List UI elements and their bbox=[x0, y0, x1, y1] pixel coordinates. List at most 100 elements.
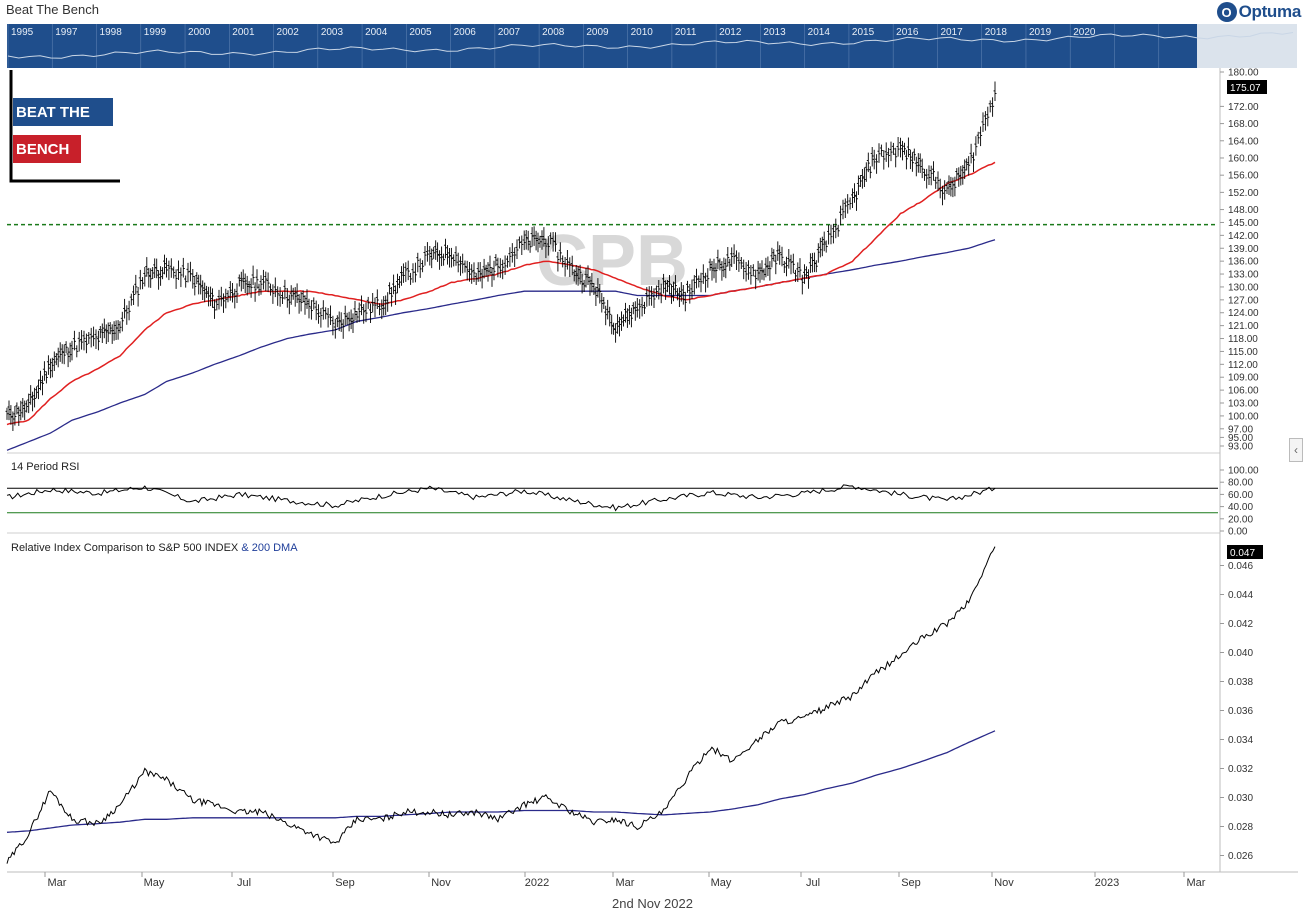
logo-bracket bbox=[9, 70, 120, 183]
price-y-tick-label: 124.00 bbox=[1228, 308, 1259, 319]
overview-year-label: 2016 bbox=[896, 27, 919, 38]
x-tick-label: Nov bbox=[431, 877, 451, 889]
price-panel[interactable]: 180.00 172.00 168.00 164.00 160.00 156.00 152.… bbox=[5, 68, 1268, 453]
price-y-tick-label: 112.00 bbox=[1228, 360, 1258, 371]
x-tick-label: 2023 bbox=[1095, 877, 1119, 889]
overview-year-label: 1998 bbox=[100, 27, 123, 38]
price-y-tick-label: 133.00 bbox=[1228, 270, 1259, 281]
overview-price-line bbox=[7, 32, 1294, 59]
price-y-tick-label: 106.00 bbox=[1228, 386, 1259, 397]
rsi-y-tick-label: 0.00 bbox=[1228, 527, 1248, 538]
overview-year-label: 2018 bbox=[985, 27, 1008, 38]
overview-year-label: 2012 bbox=[719, 27, 742, 38]
x-tick-label: Jul bbox=[806, 877, 820, 889]
price-y-tick-label: 93.00 bbox=[1228, 442, 1253, 453]
price-200dma-line bbox=[6, 239, 996, 451]
price-y-tick-label: 115.00 bbox=[1228, 347, 1258, 358]
rsi-y-tick-label: 100.00 bbox=[1228, 466, 1259, 477]
relative-label-main: Relative Index Comparison to S&P 500 IND… bbox=[11, 542, 239, 554]
price-y-tick-label: 180.00 bbox=[1228, 68, 1259, 79]
overview-year-label: 2013 bbox=[763, 27, 786, 38]
price-last-value: 175.07 bbox=[1230, 83, 1261, 94]
rsi-y-tick-label: 40.00 bbox=[1228, 502, 1253, 513]
overview-year-label: 2000 bbox=[188, 27, 211, 38]
beat-the-bench-logo: BEAT THE BENCH bbox=[9, 70, 120, 183]
x-axis-labels: Mar May Jul Sep Nov 2022 Mar May Jul Sep Nov 2023 Ma… bbox=[44, 872, 1206, 889]
ticker-watermark: CPB bbox=[536, 221, 688, 301]
overview-year-label: 2001 bbox=[232, 27, 255, 38]
rsi-y-tick-label: 60.00 bbox=[1228, 490, 1253, 501]
overview-year-label: 1997 bbox=[55, 27, 78, 38]
optuma-logo-text: Optuma bbox=[1238, 2, 1302, 21]
relative-last-value-badge bbox=[1227, 545, 1263, 559]
relative-label: Relative Index Comparison to S&P 500 IND… bbox=[11, 542, 298, 554]
rsi-panel[interactable]: 14 Period RSI 100.0080.0060.0040.0020.00… bbox=[6, 461, 1259, 538]
overview-year-label: 2006 bbox=[454, 27, 477, 38]
relative-y-tick-label: 0.044 bbox=[1228, 590, 1253, 601]
relative-y-tick-label: 0.046 bbox=[1228, 561, 1253, 572]
relative-last-value: 0.047 bbox=[1230, 548, 1255, 559]
rsi-y-tick-label: 80.00 bbox=[1228, 478, 1253, 489]
logo-line2: BENCH bbox=[16, 141, 69, 158]
overview-year-label: 2005 bbox=[409, 27, 432, 38]
relative-y-tick-label: 0.040 bbox=[1228, 648, 1253, 659]
overview-year-label: 2004 bbox=[365, 27, 388, 38]
price-y-tick-label: 109.00 bbox=[1228, 373, 1259, 384]
price-y-tick-label: 130.00 bbox=[1228, 282, 1259, 293]
x-tick-label: Sep bbox=[335, 877, 355, 889]
relative-y-tick-label: 0.042 bbox=[1228, 619, 1253, 630]
overview-year-label: 2009 bbox=[586, 27, 609, 38]
price-y-tick-label: 168.00 bbox=[1228, 119, 1259, 130]
overview-year-label: 2008 bbox=[542, 27, 565, 38]
price-y-tick-label: 121.00 bbox=[1228, 321, 1259, 332]
rsi-y-tick-label: 20.00 bbox=[1228, 514, 1253, 525]
relative-200dma-line bbox=[6, 730, 996, 833]
overview-year-label: 1999 bbox=[144, 27, 167, 38]
price-y-tick-label: 100.00 bbox=[1228, 411, 1259, 422]
optuma-logo-icon: O bbox=[1216, 2, 1237, 22]
price-y-tick-label: 139.00 bbox=[1228, 244, 1259, 255]
price-y-tick-label: 103.00 bbox=[1228, 399, 1259, 410]
x-tick-label: Mar bbox=[616, 877, 635, 889]
x-tick-label: May bbox=[711, 877, 732, 889]
relative-y-tick-label: 0.034 bbox=[1228, 735, 1253, 746]
overview-year-label: 2011 bbox=[675, 27, 697, 38]
price-y-tick-label: 127.00 bbox=[1228, 295, 1259, 306]
overview-year-label: 2014 bbox=[808, 27, 831, 38]
overview-strip[interactable]: 1995 1997 1998 1999 2000 2001 2002 2003 2004 2005… bbox=[7, 24, 1297, 68]
overview-year-label: 2002 bbox=[277, 27, 300, 38]
relative-y-tick-label: 0.038 bbox=[1228, 677, 1253, 688]
relative-y-tick-label: 0.032 bbox=[1228, 764, 1253, 775]
overview-background bbox=[7, 24, 1217, 68]
overview-year-label: 1995 bbox=[11, 27, 34, 38]
price-last-value-badge bbox=[1227, 80, 1267, 94]
collapse-panel-button[interactable]: ‹ bbox=[1289, 438, 1303, 462]
price-y-tick-label: 136.00 bbox=[1228, 257, 1259, 268]
price-y-tick-label: 156.00 bbox=[1228, 171, 1259, 182]
relative-y-tick-label: 0.036 bbox=[1228, 706, 1253, 717]
overview-year-label: 2022 bbox=[1162, 27, 1185, 38]
overview-year-label: 2003 bbox=[321, 27, 344, 38]
overview-year-label: 2020 bbox=[1073, 27, 1096, 38]
relative-ratio-line bbox=[6, 546, 996, 864]
price-y-tick-label: 152.00 bbox=[1228, 188, 1259, 199]
rsi-line bbox=[6, 484, 996, 512]
overview-year-label: 2019 bbox=[1029, 27, 1052, 38]
logo-line1: BEAT THE bbox=[16, 104, 90, 121]
price-y-tick-label: 97.00 bbox=[1228, 424, 1253, 435]
logo-banner-blue bbox=[13, 98, 113, 126]
footer-date: 2nd Nov 2022 bbox=[612, 896, 693, 911]
price-y-tick-label: 95.00 bbox=[1228, 433, 1253, 444]
x-tick-label: Jul bbox=[237, 877, 251, 889]
overview-year-label: 2021 bbox=[1117, 27, 1140, 38]
relative-label-ma: & 200 DMA bbox=[241, 542, 298, 554]
relative-panel[interactable]: Relative Index Comparison to S&P 500 IND… bbox=[6, 542, 1263, 864]
overview-viewport-window[interactable] bbox=[1197, 24, 1297, 68]
x-tick-label: May bbox=[144, 877, 165, 889]
price-y-tick-label: 164.00 bbox=[1228, 136, 1259, 147]
rsi-label: 14 Period RSI bbox=[11, 461, 79, 473]
x-tick-label: Sep bbox=[901, 877, 921, 889]
overview-year-label: 2015 bbox=[852, 27, 875, 38]
chart-title: Beat The Bench bbox=[6, 2, 99, 17]
